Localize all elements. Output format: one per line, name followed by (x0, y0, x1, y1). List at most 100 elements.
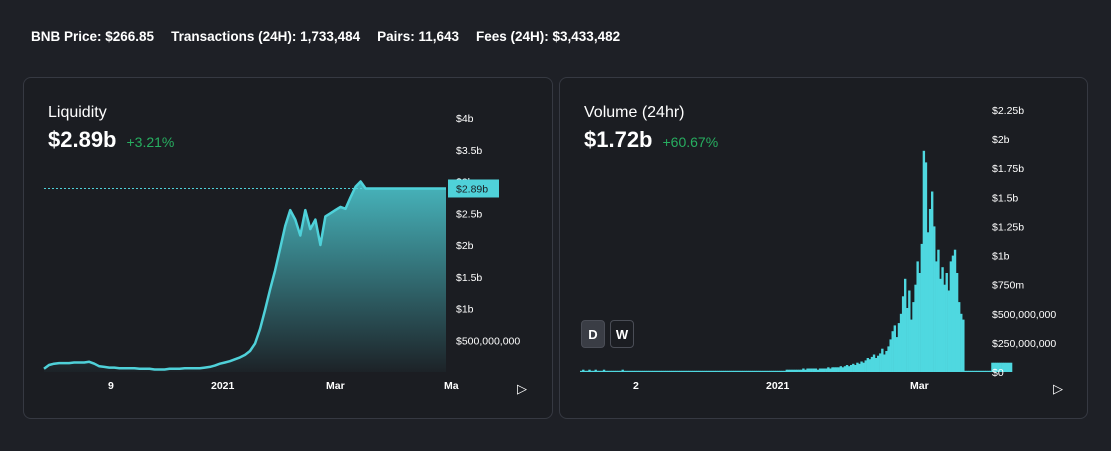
volume-bar (588, 369, 591, 372)
volume-bar (872, 354, 876, 372)
volume-bar (947, 290, 950, 372)
volume-bar (958, 302, 961, 372)
volume-bar (978, 370, 982, 372)
play-icon[interactable]: ▷ (1053, 381, 1063, 396)
volume-bar (710, 370, 714, 372)
volume-bar (989, 370, 992, 372)
volume-bar (685, 370, 689, 372)
volume-bar (897, 323, 901, 372)
volume-bar (613, 370, 616, 372)
volume-bar (758, 370, 761, 372)
volume-bar (592, 370, 595, 372)
volume-bar (746, 370, 749, 372)
volume-bar (798, 369, 801, 372)
play-icon[interactable]: ▷ (517, 381, 527, 396)
volume-bar (841, 367, 845, 372)
volume-bar (901, 296, 905, 372)
volume-chart[interactable]: $0 $250,000,000 $500,000,000 $750m $1b $1.25b… (560, 78, 1088, 419)
volume-bar (877, 355, 880, 372)
volume-bar (931, 191, 934, 372)
liquidity-title: Liquidity (48, 104, 107, 121)
volume-bar (949, 261, 953, 372)
volume-bar (833, 367, 836, 372)
y-tick-label: $4b (456, 113, 474, 125)
volume-bar (941, 267, 944, 372)
volume-bar (629, 370, 633, 372)
liquidity-card: Liquidity $2.89b +3.21% $500,000,000 $1b $… (23, 77, 553, 419)
volume-bar (845, 365, 849, 372)
liquidity-value-row: $2.89b +3.21% (48, 127, 174, 153)
volume-bar (625, 370, 629, 372)
volume-bar (808, 368, 811, 372)
volume-bar (733, 370, 737, 372)
volume-bar (870, 356, 874, 372)
volume-bar (754, 370, 757, 372)
volume-bar (760, 370, 764, 372)
volume-bar (893, 325, 896, 372)
daily-toggle-button[interactable]: D (581, 320, 605, 348)
current-value-tag-bg (448, 179, 499, 198)
volume-bar (796, 369, 799, 372)
volume-bar (1007, 362, 1011, 372)
transactions-24h: Transactions (24H): 1,733,484 (171, 29, 361, 44)
x-tick-label: Mar (910, 380, 929, 392)
pairs-count: Pairs: 11,643 (377, 29, 459, 44)
volume-bar (852, 363, 855, 372)
x-tick-label: 2 (633, 380, 639, 392)
volume-bar (656, 370, 660, 372)
volume-bar (617, 370, 620, 372)
y-tick-label: $750m (992, 280, 1024, 292)
liquidity-chart[interactable]: $500,000,000$1b$1.5b$2b$2.5b$3b$3.5b$4b$… (24, 78, 553, 419)
volume-bar (644, 370, 647, 372)
x-tick-label: Mar (326, 380, 345, 392)
volume-bar (854, 365, 857, 372)
volume-bar (860, 361, 863, 372)
volume-bar (675, 370, 678, 372)
y-tick-label: $500,000,000 (456, 335, 520, 347)
volume-bar (928, 209, 932, 372)
volume-bar (914, 284, 917, 372)
volume-bar (1005, 362, 1009, 372)
volume-bar (785, 369, 788, 372)
volume-bar (706, 370, 710, 372)
volume-bar (918, 273, 921, 372)
volume-bar (906, 308, 909, 372)
volume-bar (889, 339, 892, 372)
volume-bar (980, 370, 984, 372)
y-tick-label: $2.25b (992, 105, 1024, 117)
volume-bar (631, 370, 635, 372)
volume-bar (696, 370, 699, 372)
volume-bar (991, 362, 994, 372)
volume-bar (951, 255, 955, 372)
volume-bar (972, 370, 975, 372)
volume-bar (636, 370, 639, 372)
y-tick-label: $3.5b (456, 145, 482, 157)
volume-bar (750, 370, 753, 372)
volume-title: Volume (24hr) (584, 104, 685, 121)
volume-bar (715, 370, 718, 372)
liquidity-change: +3.21% (126, 134, 175, 150)
volume-bar (953, 249, 957, 372)
y-tick-label: $500,000,000 (992, 309, 1056, 321)
volume-bar (789, 369, 793, 372)
volume-bar (683, 370, 687, 372)
volume-bar (825, 368, 828, 372)
volume-bar (773, 370, 776, 372)
volume-bar (904, 278, 907, 372)
volume-bar (727, 370, 730, 372)
volume-bar (694, 370, 697, 372)
volume-bar (916, 261, 919, 372)
volume-bar (868, 359, 872, 372)
volume-bar (779, 370, 782, 372)
volume-bar (862, 362, 865, 372)
volume-change: +60.67% (662, 134, 719, 150)
volume-bar (881, 348, 884, 372)
volume-bar (837, 367, 840, 372)
volume-bar (964, 370, 967, 372)
weekly-toggle-button[interactable]: W (610, 320, 634, 348)
volume-bar (985, 370, 988, 372)
volume-bar (804, 369, 807, 372)
volume-bar (997, 362, 1000, 372)
volume-bar (708, 370, 712, 372)
y-tick-label: $1b (992, 251, 1010, 263)
